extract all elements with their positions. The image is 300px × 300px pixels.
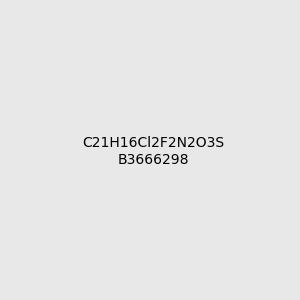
- Text: C21H16Cl2F2N2O3S
B3666298: C21H16Cl2F2N2O3S B3666298: [83, 136, 225, 166]
